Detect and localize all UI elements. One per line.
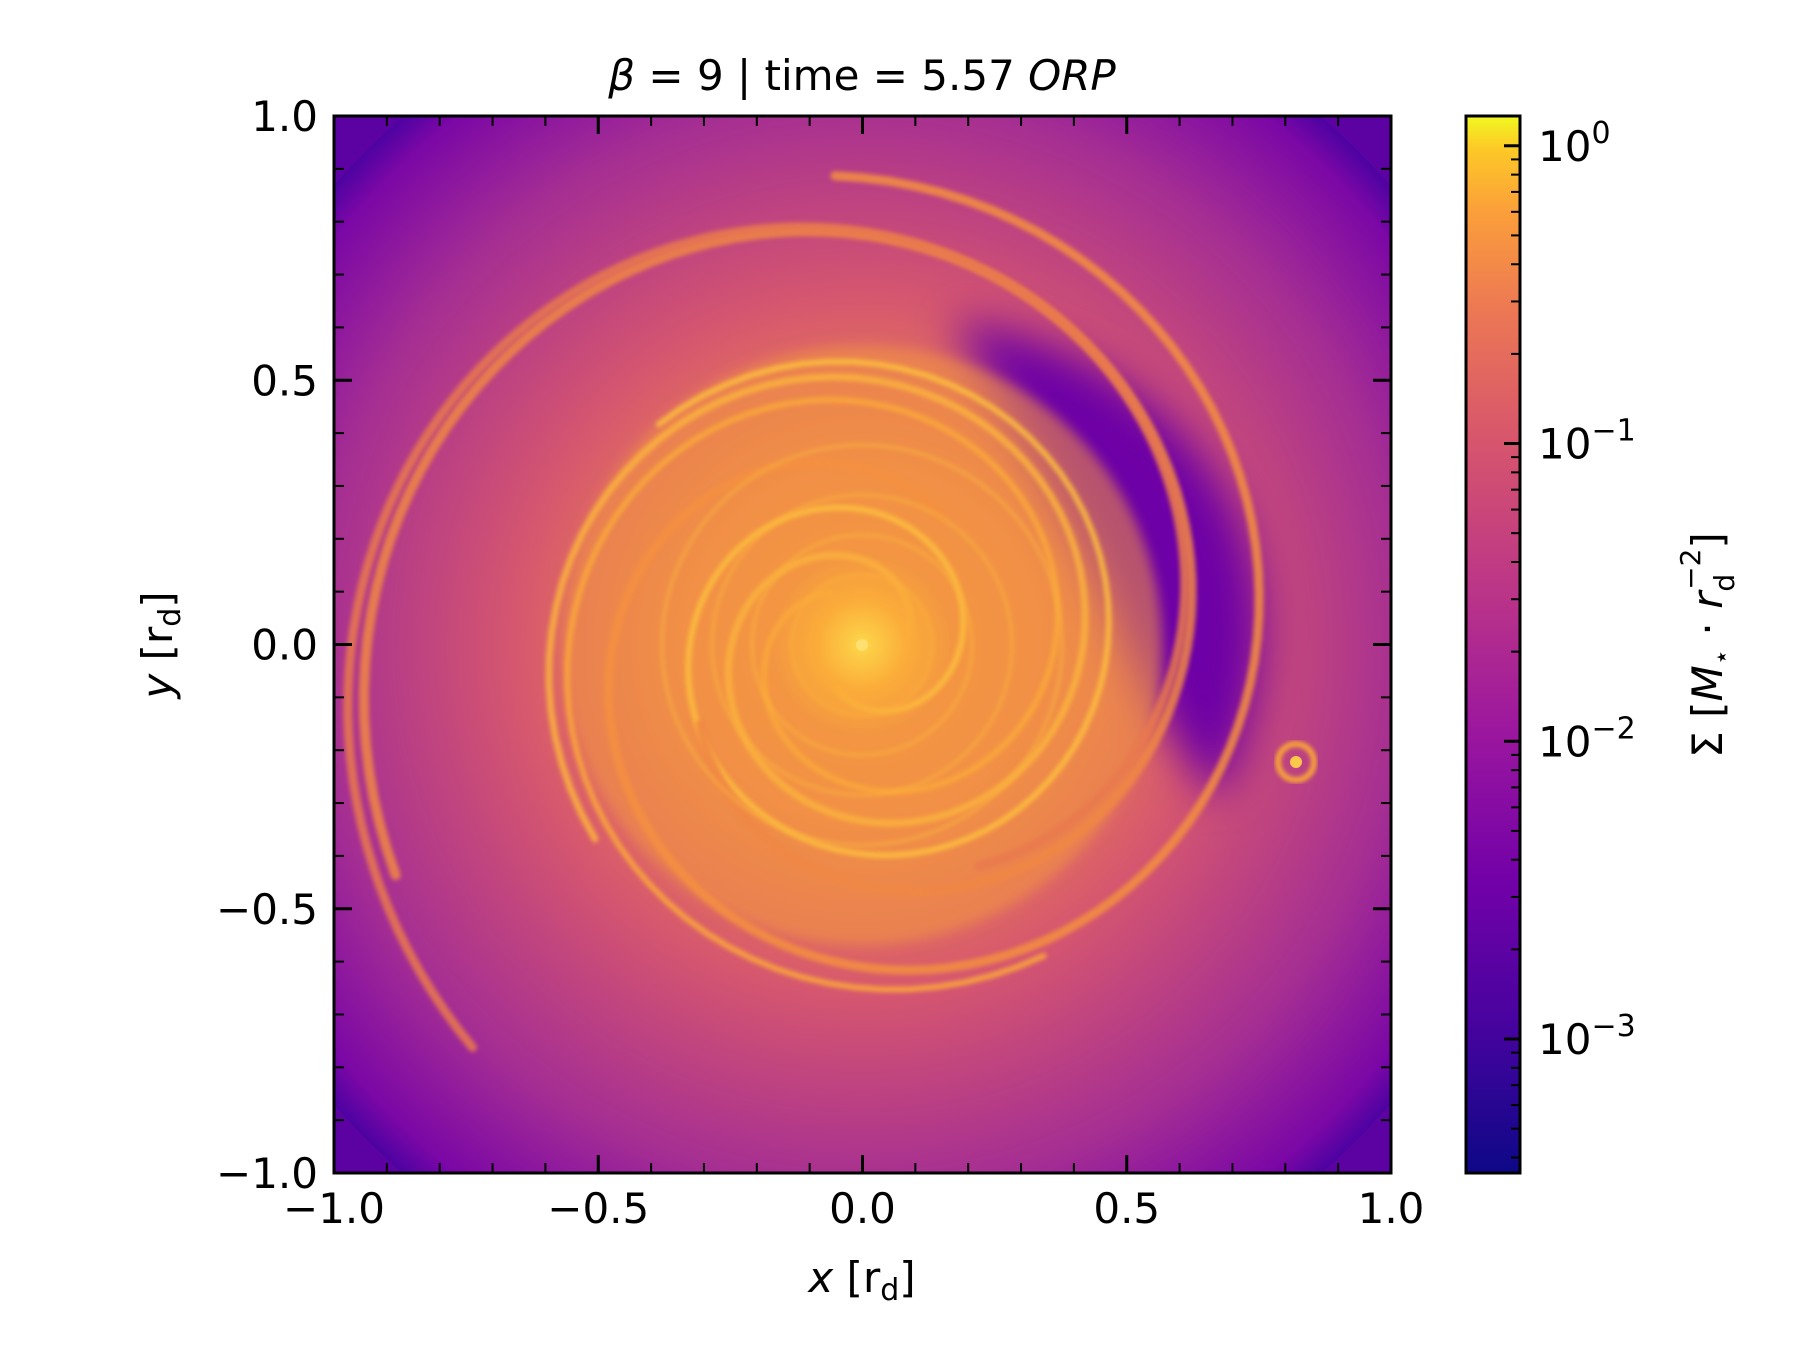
spiral-arm [655, 358, 1112, 859]
density-map [334, 116, 1391, 1173]
colorbar: 100 10−1 10−2 10−3 [1464, 114, 1636, 1175]
colorbar-ticks [1504, 144, 1520, 1159]
x-axis-label: x [rd] [806, 1253, 915, 1308]
y-tick-label: 0.0 [251, 621, 318, 670]
ring [660, 443, 1064, 847]
x-tick-label: −1.0 [283, 1184, 385, 1233]
center-peak [856, 639, 868, 651]
colorbar-tick-label: 10−3 [1538, 1009, 1636, 1064]
y-tick-label: −0.5 [216, 885, 318, 934]
spiral-arm [604, 171, 1264, 975]
y-axis-label: y [rd] [133, 591, 188, 700]
ring [750, 533, 974, 757]
x-tick-label: −0.5 [547, 1184, 649, 1233]
y-tick-labels: 1.0 0.5 0.0 −0.5 −1.0 [216, 92, 318, 1198]
spiral-arm [343, 222, 1190, 1052]
axis-ticks [332, 114, 1393, 1175]
x-tick-label: 0.5 [1093, 1184, 1160, 1233]
x-tick-label: 1.0 [1358, 1184, 1425, 1233]
colorbar-tick-label: 10−1 [1538, 414, 1636, 469]
spiral-arm [358, 226, 1197, 897]
clump [1275, 741, 1317, 783]
y-tick-label: 1.0 [251, 92, 318, 141]
plot-axes: −1.0 −0.5 0.0 0.5 1.0 1.0 0.5 0.0 −0.5 −1.0 [216, 92, 1424, 1233]
colorbar-frame [1464, 114, 1522, 1175]
x-tick-label: 0.0 [829, 1184, 896, 1233]
colorbar-tick-labels: 100 10−1 10−2 10−3 [1538, 116, 1636, 1064]
chart-title: β = 9 | time = 5.57 ORP [607, 51, 1116, 100]
colorbar-tick-label: 100 [1538, 116, 1611, 171]
y-tick-label: 0.5 [251, 356, 318, 405]
x-tick-labels: −1.0 −0.5 0.0 0.5 1.0 [283, 1184, 1424, 1233]
colorbar-label: Σ [M⋆ · rd−2] [1674, 532, 1741, 758]
colorbar-tick-label: 10−2 [1538, 711, 1636, 766]
y-tick-label: −1.0 [216, 1149, 318, 1198]
ring [710, 493, 1014, 797]
colorbar-fill [1466, 116, 1520, 1173]
